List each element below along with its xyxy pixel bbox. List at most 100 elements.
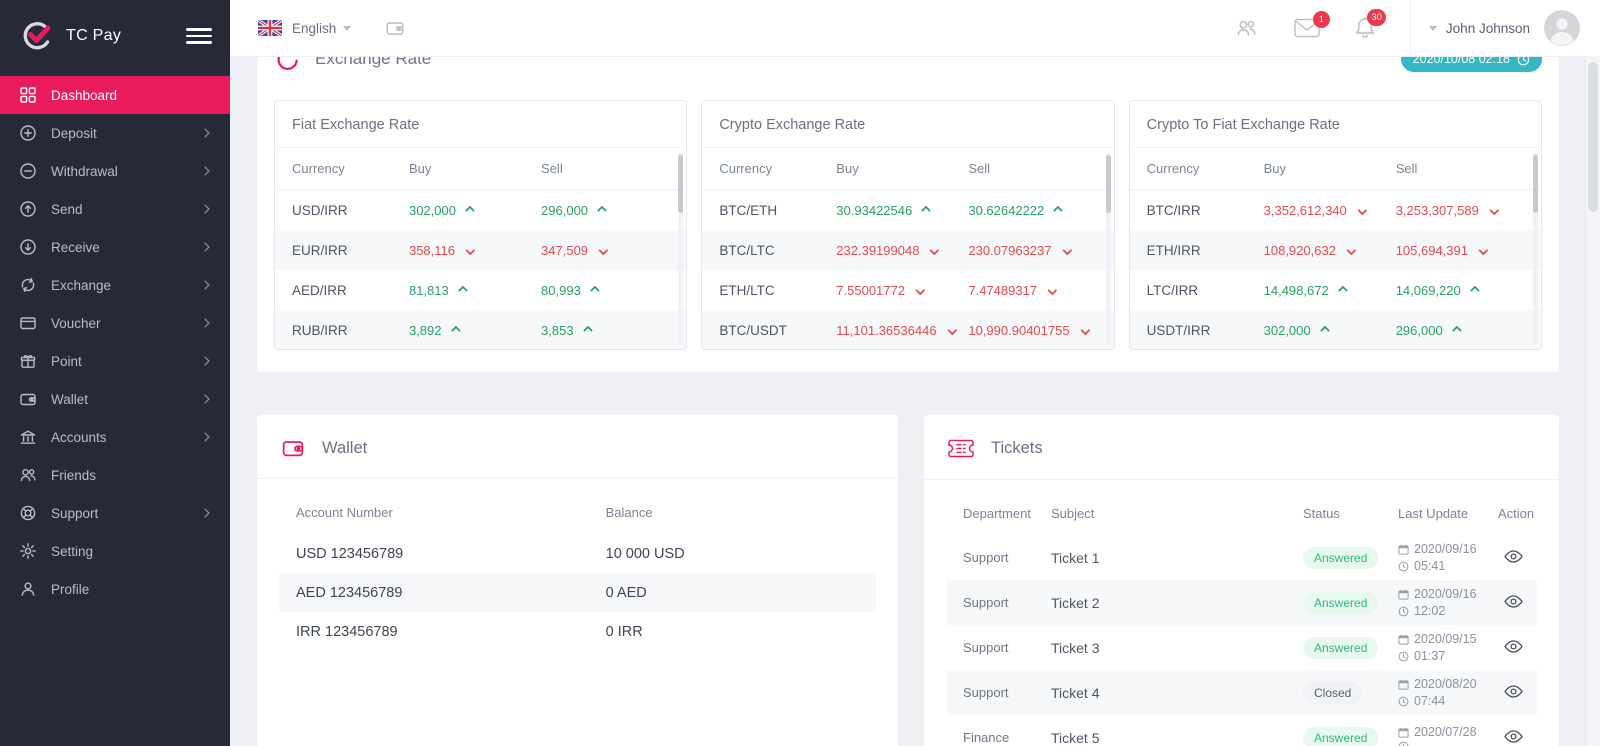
trend-icon [929,245,940,255]
topbar-right: 1 30 John Johnson [1233,0,1600,56]
wallet-icon [279,436,307,460]
view-ticket-button[interactable] [1503,729,1523,743]
chevron-down-icon [1428,25,1437,31]
scrollbar-thumb[interactable] [1105,155,1111,213]
user-menu[interactable]: John Johnson [1409,0,1600,56]
point-icon [19,352,37,370]
tickets-table: Department Subject Status Last Update Ac… [924,480,1559,746]
sidebar-item-point[interactable]: Point [0,342,230,380]
clock-icon [1398,696,1409,706]
wallet-card: Wallet Account Number Balance USD 123456… [257,415,898,746]
view-ticket-button[interactable] [1503,684,1523,698]
table-row: RUB/IRR 3,892 3,853 [275,310,687,349]
scrollbar-thumb[interactable] [1532,155,1538,213]
trend-icon [1079,325,1090,335]
accounts-icon [19,428,37,446]
table-row: BTC/ETH 30.93422546 30.62642222 [702,190,1113,230]
fiat-exchange-rate-card: Fiat Exchange Rate Currency Buy Sell USD… [274,100,688,350]
tickets-card-header: Tickets [924,415,1559,480]
table-row: Finance Ticket 5 Answered 2020/07/28 [946,715,1537,746]
clock-icon [1398,741,1409,746]
friends-topbar-icon[interactable] [1233,17,1260,39]
refresh-icon [274,56,301,73]
notification-badge: 30 [1367,9,1386,26]
sidebar-item-wallet[interactable]: Wallet [0,380,230,418]
language-selector[interactable]: English [292,20,337,36]
card-title: Crypto Exchange Rate [702,101,1114,148]
bell-icon[interactable]: 30 [1354,9,1386,40]
eye-icon [1503,684,1523,698]
wallet-table: Account Number Balance USD 123456789 10 … [257,479,898,671]
sidebar-item-support[interactable]: Support [0,494,230,532]
table-row: AED/IRR 81,813 80,993 [275,270,686,310]
sidebar-item-accounts[interactable]: Accounts [0,418,230,456]
table-row: Support Ticket 1 Answered 2020/09/16 [946,535,1537,580]
eye-icon [1503,729,1523,743]
scrollbar-thumb[interactable] [1588,62,1598,212]
table-row: EUR/IRR 358,116 347,509 [275,230,687,270]
rate-table-header: Currency Buy Sell [275,148,687,190]
scrollbar-thumb[interactable] [678,155,684,213]
support-icon [19,504,37,522]
trend-icon [589,285,600,295]
clock-icon [1517,56,1530,65]
trend-icon [1337,285,1348,295]
status-badge: Answered [1303,546,1379,569]
view-ticket-button[interactable] [1503,639,1523,653]
sidebar-item-exchange[interactable]: Exchange [0,266,230,304]
mail-icon[interactable]: 1 [1294,11,1330,38]
view-ticket-button[interactable] [1503,549,1523,563]
chevron-right-icon [200,126,214,140]
status-badge: Answered [1303,636,1379,659]
table-row: Support Ticket 3 Answered 2020/09/15 [946,625,1537,670]
trend-icon [1478,245,1489,255]
trend-icon [582,325,593,335]
eye-icon [1503,549,1523,563]
trend-icon [457,285,468,295]
sidebar-item-profile[interactable]: Profile [0,570,230,608]
crypto-exchange-rate-card: Crypto Exchange Rate Currency Buy Sell B… [701,100,1115,350]
rate-table-header: Currency Buy Sell [1129,148,1541,190]
trend-icon [921,205,932,215]
avatar[interactable] [1544,10,1580,46]
trend-icon [450,325,461,335]
sidebar-item-withdrawal[interactable]: Withdrawal [0,152,230,190]
view-ticket-button[interactable] [1503,594,1523,608]
chevron-down-icon[interactable] [343,25,352,31]
exchange-rate-heading: Exchange Rate 2020/10/08 02:18 [274,56,1542,74]
tickets-table-body: Support Ticket 1 Answered 2020/09/16 [946,535,1537,746]
section-title: Exchange Rate [315,56,432,68]
trend-icon [1357,205,1368,215]
table-row: USD 123456789 10 000 USD [296,545,685,562]
sidebar-item-send[interactable]: Send [0,190,230,228]
page-scrollbar[interactable] [1585,56,1600,746]
sidebar-item-setting[interactable]: Setting [0,532,230,570]
chevron-right-icon [200,506,214,520]
table-row: USDT/IRR 302,000 296,000 [1129,310,1541,349]
trend-icon [1489,205,1500,215]
brand-name: TC Pay [66,27,122,44]
status-badge: Answered [1303,726,1379,746]
calendar-icon [1398,544,1409,555]
sidebar-item-receive[interactable]: Receive [0,228,230,266]
hamburger-menu-icon[interactable] [186,24,212,48]
sidebar-item-voucher[interactable]: Voucher [0,304,230,342]
chevron-right-icon [200,430,214,444]
chevron-right-icon [200,316,214,330]
table-row: BTC/IRR 3,352,612,340 3,253,307,589 [1130,190,1541,230]
sidebar-item-friends[interactable]: Friends [0,456,230,494]
sidebar-item-deposit[interactable]: Deposit [0,114,230,152]
sidebar-item-dashboard[interactable]: Dashboard [0,76,230,114]
card-scrollbar [1532,153,1538,344]
card-title: Wallet [322,438,368,457]
table-row: IRR 123456789 0 IRR [296,623,643,640]
eye-icon [1503,594,1523,608]
ticket-icon [946,436,976,461]
card-scrollbar [678,153,684,344]
table-row: BTC/USDT 11,101.36536446 10,990.90401755 [702,310,1114,349]
topbar-wallet-icon[interactable] [383,18,407,38]
last-update-badge[interactable]: 2020/10/08 02:18 [1400,56,1542,72]
calendar-icon [1398,589,1409,600]
exchange-icon [19,276,37,294]
calendar-icon [1398,634,1409,645]
